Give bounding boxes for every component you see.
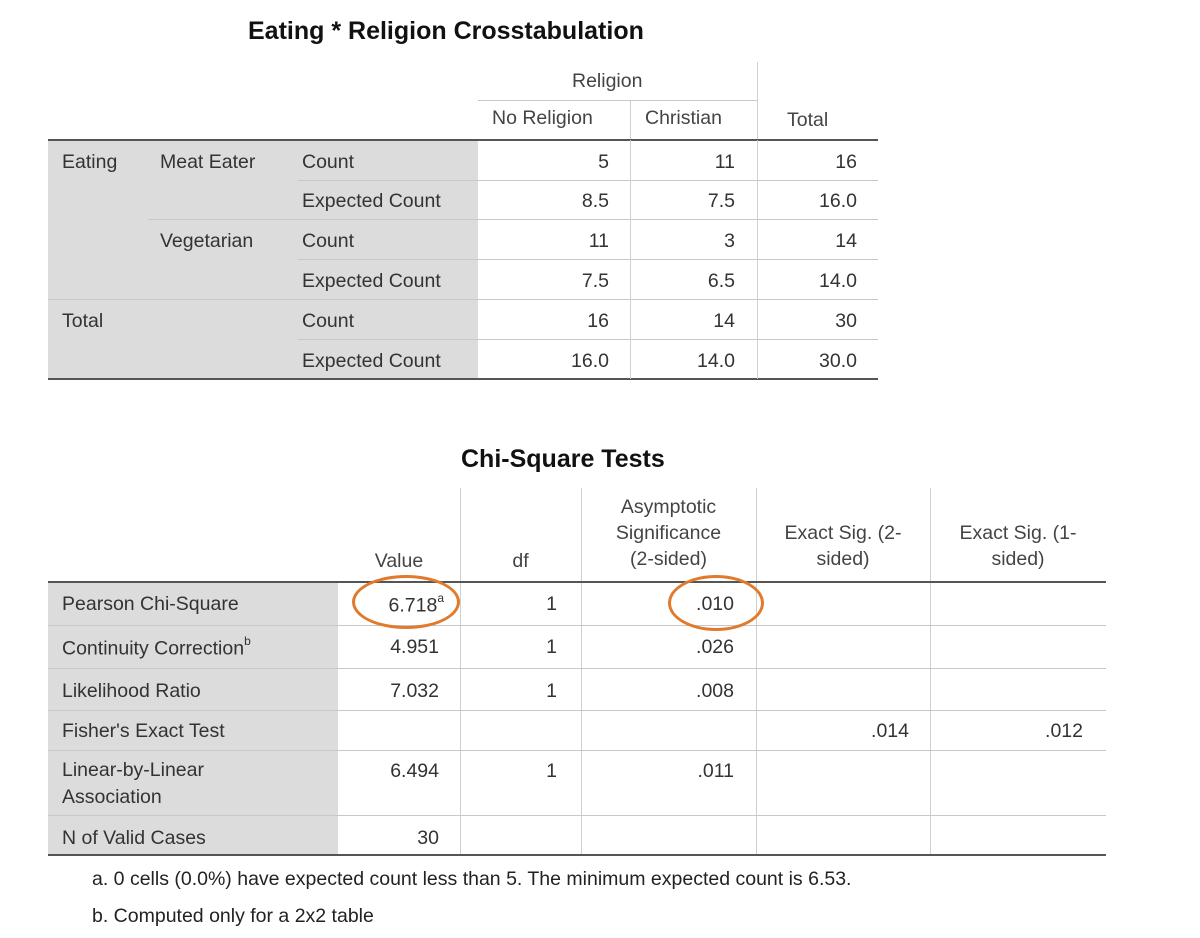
cell: 7.5	[707, 190, 735, 212]
value-likelihood: 7.032	[390, 680, 439, 702]
stat-label-expected: Expected Count	[302, 190, 441, 212]
header-asymp: Asymptotic	[620, 496, 717, 518]
col-header-christian: Christian	[645, 107, 722, 129]
value-linear: 6.494	[390, 760, 439, 782]
cell: 30	[835, 310, 857, 332]
row-label-continuity: Continuity Correctionb	[62, 634, 251, 661]
cell: 16	[835, 151, 857, 173]
header-value: Value	[374, 550, 424, 572]
row-label-linear: Linear-by-Linear	[62, 759, 204, 781]
df-continuity: 1	[546, 636, 557, 658]
stat-label-count: Count	[302, 310, 355, 332]
cell: 30.0	[819, 350, 857, 372]
footnote-b: b. Computed only for a 2x2 table	[92, 905, 374, 927]
header-exact1: sided)	[991, 548, 1045, 570]
highlight-circle-value	[352, 575, 460, 629]
exact1-fisher: .012	[1045, 720, 1083, 742]
cell: 5	[598, 151, 609, 173]
cell: 6.5	[707, 270, 735, 292]
footnote-a: a. 0 cells (0.0%) have expected count le…	[92, 868, 852, 890]
col-header-no-religion: No Religion	[492, 107, 593, 129]
cell: 11	[588, 230, 609, 252]
df-pearson: 1	[546, 593, 557, 615]
row-label-n-valid: N of Valid Cases	[62, 827, 206, 849]
value-n-valid: 30	[417, 827, 439, 849]
chisq-row-header-area	[48, 583, 338, 855]
header-exact1: Exact Sig. (1-	[959, 522, 1077, 544]
cell: 14	[835, 230, 857, 252]
df-likelihood: 1	[546, 680, 557, 702]
asymp-continuity: .026	[696, 636, 734, 658]
row-var-eating: Eating	[62, 151, 118, 173]
level-meat-eater: Meat Eater	[160, 151, 256, 173]
asymp-linear: .011	[697, 760, 734, 782]
col-header-total: Total	[787, 109, 829, 131]
asymp-likelihood: .008	[696, 680, 734, 702]
value-continuity: 4.951	[390, 636, 439, 658]
header-asymp: (2-sided)	[630, 548, 707, 570]
cell: 14.0	[697, 350, 735, 372]
cell: 11	[714, 151, 735, 173]
cell: 16.0	[819, 190, 857, 212]
df-linear: 1	[546, 760, 557, 782]
header-exact2: Exact Sig. (2-	[784, 522, 902, 544]
footnote-marker-b: b	[244, 634, 251, 648]
row-total-label: Total	[62, 310, 104, 332]
stat-label-count: Count	[302, 230, 355, 252]
row-label-likelihood: Likelihood Ratio	[62, 680, 201, 702]
header-exact2: sided)	[816, 548, 870, 570]
cell: 16.0	[571, 350, 609, 372]
row-label-pearson: Pearson Chi-Square	[62, 593, 239, 615]
row-label-fisher: Fisher's Exact Test	[62, 720, 225, 742]
level-vegetarian: Vegetarian	[160, 230, 254, 252]
header-df: df	[512, 550, 529, 572]
cell: 16	[587, 310, 609, 332]
chisq-title: Chi-Square Tests	[461, 445, 665, 473]
row-label-continuity-text: Continuity Correction	[62, 637, 245, 660]
cell: 3	[724, 230, 735, 252]
crosstab-title: Eating * Religion Crosstabulation	[248, 17, 644, 45]
cell: 7.5	[581, 270, 609, 292]
stat-label-count: Count	[302, 151, 355, 173]
row-label-linear: Association	[62, 786, 162, 808]
cell: 14	[713, 310, 735, 332]
exact2-fisher: .014	[871, 720, 909, 742]
religion-group-header: Religion	[572, 70, 643, 92]
cell: 8.5	[581, 190, 609, 212]
stat-label-expected: Expected Count	[302, 350, 441, 372]
header-asymp: Significance	[615, 522, 722, 544]
cell: 14.0	[819, 270, 857, 292]
crosstab-row-header-area	[48, 140, 478, 380]
highlight-circle-significance	[668, 575, 764, 631]
stat-label-expected: Expected Count	[302, 270, 441, 292]
